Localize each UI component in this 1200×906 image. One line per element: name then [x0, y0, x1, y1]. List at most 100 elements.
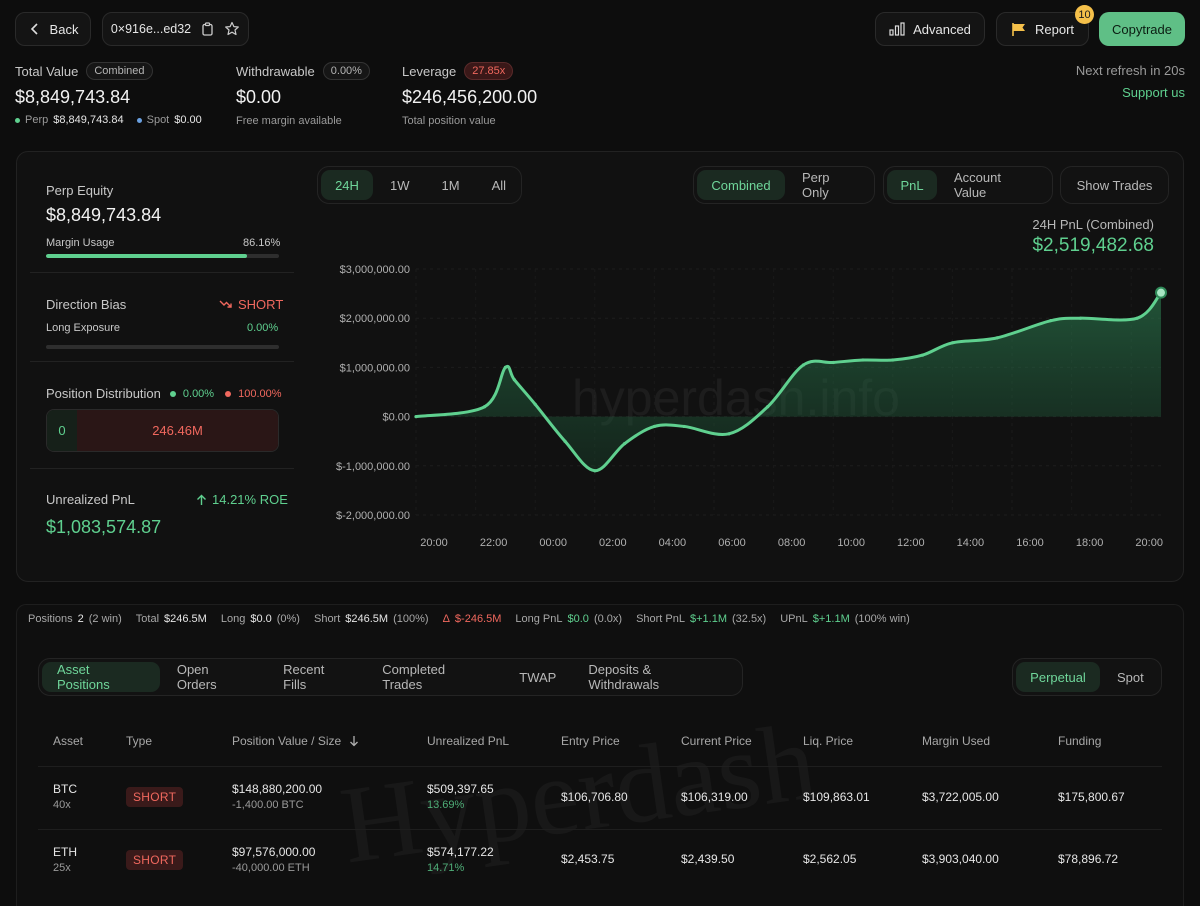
- show-trades-label: Show Trades: [1076, 177, 1153, 193]
- range-24h[interactable]: 24H: [321, 170, 373, 200]
- row-liq-price: $2,562.05: [803, 852, 857, 866]
- col-unrealized-pnl[interactable]: Unrealized PnL: [427, 734, 510, 748]
- data-point: [652, 424, 656, 429]
- row-position-value: $97,576,000.00: [232, 845, 316, 859]
- col-asset[interactable]: Asset: [53, 734, 84, 748]
- tab-twap[interactable]: TWAP: [519, 669, 557, 685]
- positions-tabs: Asset Positions Open Orders Recent Fills…: [38, 658, 743, 696]
- mode-perp-only[interactable]: Perp Only: [802, 170, 830, 200]
- stat-long: Long $0.0 (0%): [220, 613, 300, 625]
- data-point: [623, 442, 627, 446]
- divider: [38, 829, 1162, 830]
- tab-open-orders[interactable]: Open Orders: [176, 662, 217, 692]
- bar-chart-icon: [889, 22, 905, 36]
- row-funding: $78,896.72: [1058, 852, 1119, 866]
- x-tick-label: 10:00: [837, 537, 865, 549]
- x-tick-label: 16:00: [1016, 537, 1044, 549]
- data-point: [801, 363, 805, 367]
- row-current-price: $2,439.50: [681, 852, 735, 866]
- tab-recent-fills[interactable]: Recent Fills: [283, 662, 325, 692]
- back-button[interactable]: Back: [15, 12, 91, 46]
- row-margin-used: $3,903,040.00: [922, 852, 999, 866]
- combined-pill: Combined: [86, 62, 153, 80]
- dist-long-segment: 0: [47, 410, 77, 451]
- x-tick-label: 08:00: [778, 537, 806, 549]
- show-trades-button[interactable]: Show Trades: [1060, 166, 1169, 204]
- star-icon[interactable]: [224, 21, 240, 37]
- perp-label: Perp: [25, 114, 49, 126]
- spot-label: Spot: [146, 114, 170, 126]
- tab-asset-positions[interactable]: Asset Positions: [42, 662, 160, 692]
- range-all[interactable]: All: [491, 177, 507, 193]
- row-leverage: 40x: [53, 799, 71, 811]
- market-spot[interactable]: Spot: [1117, 669, 1144, 685]
- stat-short: Short $246.5M (100%): [313, 613, 429, 625]
- current-value-marker[interactable]: [1155, 286, 1167, 299]
- tab-completed-trades[interactable]: Completed Trades: [382, 662, 446, 692]
- address-chip: 0×916e...ed32: [102, 12, 249, 46]
- dist-long-pct: 0.00%: [182, 387, 215, 400]
- data-point: [891, 358, 895, 362]
- col-liq-price[interactable]: Liq. Price: [803, 734, 854, 748]
- copy-icon[interactable]: [201, 22, 214, 36]
- range-selector: 24H 1W 1M All: [317, 166, 522, 204]
- stat-short-pnl: Short PnL $+1.1M (32.5x): [636, 613, 767, 625]
- margin-usage-bar: [46, 254, 279, 258]
- row-position-size: -1,400.00 BTC: [232, 799, 304, 811]
- arrow-up-icon: [197, 494, 206, 505]
- x-tick-label: 22:00: [480, 537, 508, 549]
- col-current-price[interactable]: Current Price: [681, 734, 752, 748]
- perp-dot: [15, 117, 20, 123]
- divider: [30, 468, 294, 469]
- roe-text: 14.21% ROE: [212, 492, 288, 507]
- back-label: Back: [49, 21, 79, 37]
- x-tick-label: 04:00: [659, 537, 687, 549]
- data-point: [995, 336, 999, 340]
- data-point: [682, 424, 686, 429]
- y-tick-label: $1,000,000.00: [340, 362, 410, 374]
- metric-selector: PnL Account Value: [883, 166, 1053, 204]
- data-point: [414, 415, 418, 419]
- support-link[interactable]: Support us: [1122, 85, 1185, 100]
- pnl-chart[interactable]: hyperdash.info $3,000,000.00$2,000,000.0…: [316, 255, 1184, 555]
- row-funding: $175,800.67: [1058, 790, 1125, 804]
- col-position-value[interactable]: Position Value / Size: [232, 734, 359, 748]
- col-type[interactable]: Type: [126, 734, 153, 748]
- x-tick-label: 00:00: [539, 537, 567, 549]
- row-upnl-pct: 14.71%: [427, 862, 465, 874]
- copytrade-button[interactable]: Copytrade: [1099, 12, 1185, 46]
- range-1w[interactable]: 1W: [390, 177, 410, 193]
- mode-combined[interactable]: Combined: [697, 170, 785, 200]
- total-value-label: Total Value: [15, 63, 79, 79]
- x-tick-label: 12:00: [897, 537, 925, 549]
- report-label: Report: [1034, 21, 1075, 37]
- tab-deposits-withdrawals[interactable]: Deposits & Withdrawals: [588, 662, 660, 692]
- advanced-button[interactable]: Advanced: [875, 12, 985, 46]
- row-upnl-pct: 13.69%: [427, 799, 465, 811]
- withdrawable-sub: Free margin available: [236, 115, 342, 127]
- col-funding[interactable]: Funding: [1058, 734, 1102, 748]
- report-button[interactable]: Report: [996, 12, 1089, 46]
- dist-short-pct: 100.00%: [238, 387, 282, 400]
- chart-headline-value: $2,519,482.68: [1032, 235, 1154, 256]
- stat-delta: Δ $-246.5M: [442, 613, 502, 625]
- metric-pnl[interactable]: PnL: [887, 170, 937, 200]
- range-1m[interactable]: 1M: [441, 177, 460, 193]
- market-selector: Perpetual Spot: [1012, 658, 1162, 696]
- type-badge: SHORT: [126, 850, 184, 870]
- margin-usage-fill: [46, 254, 247, 258]
- y-tick-label: $-1,000,000.00: [336, 461, 410, 473]
- metric-account-value[interactable]: Account Value: [954, 170, 1001, 200]
- perp-spot-breakdown: Perp $8,849,743.84 Spot $0.00: [15, 114, 202, 126]
- trend-down-icon: [219, 300, 232, 308]
- col-margin-used[interactable]: Margin Used: [922, 734, 991, 748]
- data-point: [512, 378, 516, 382]
- data-point: [482, 405, 487, 409]
- data-point: [1135, 316, 1139, 320]
- col-entry-price[interactable]: Entry Price: [561, 734, 620, 748]
- data-point: [921, 353, 925, 357]
- row-entry-price: $2,453.75: [561, 852, 615, 866]
- leverage-label: Leverage: [402, 63, 457, 79]
- market-perpetual[interactable]: Perpetual: [1016, 662, 1100, 692]
- y-tick-label: $3,000,000.00: [340, 264, 410, 276]
